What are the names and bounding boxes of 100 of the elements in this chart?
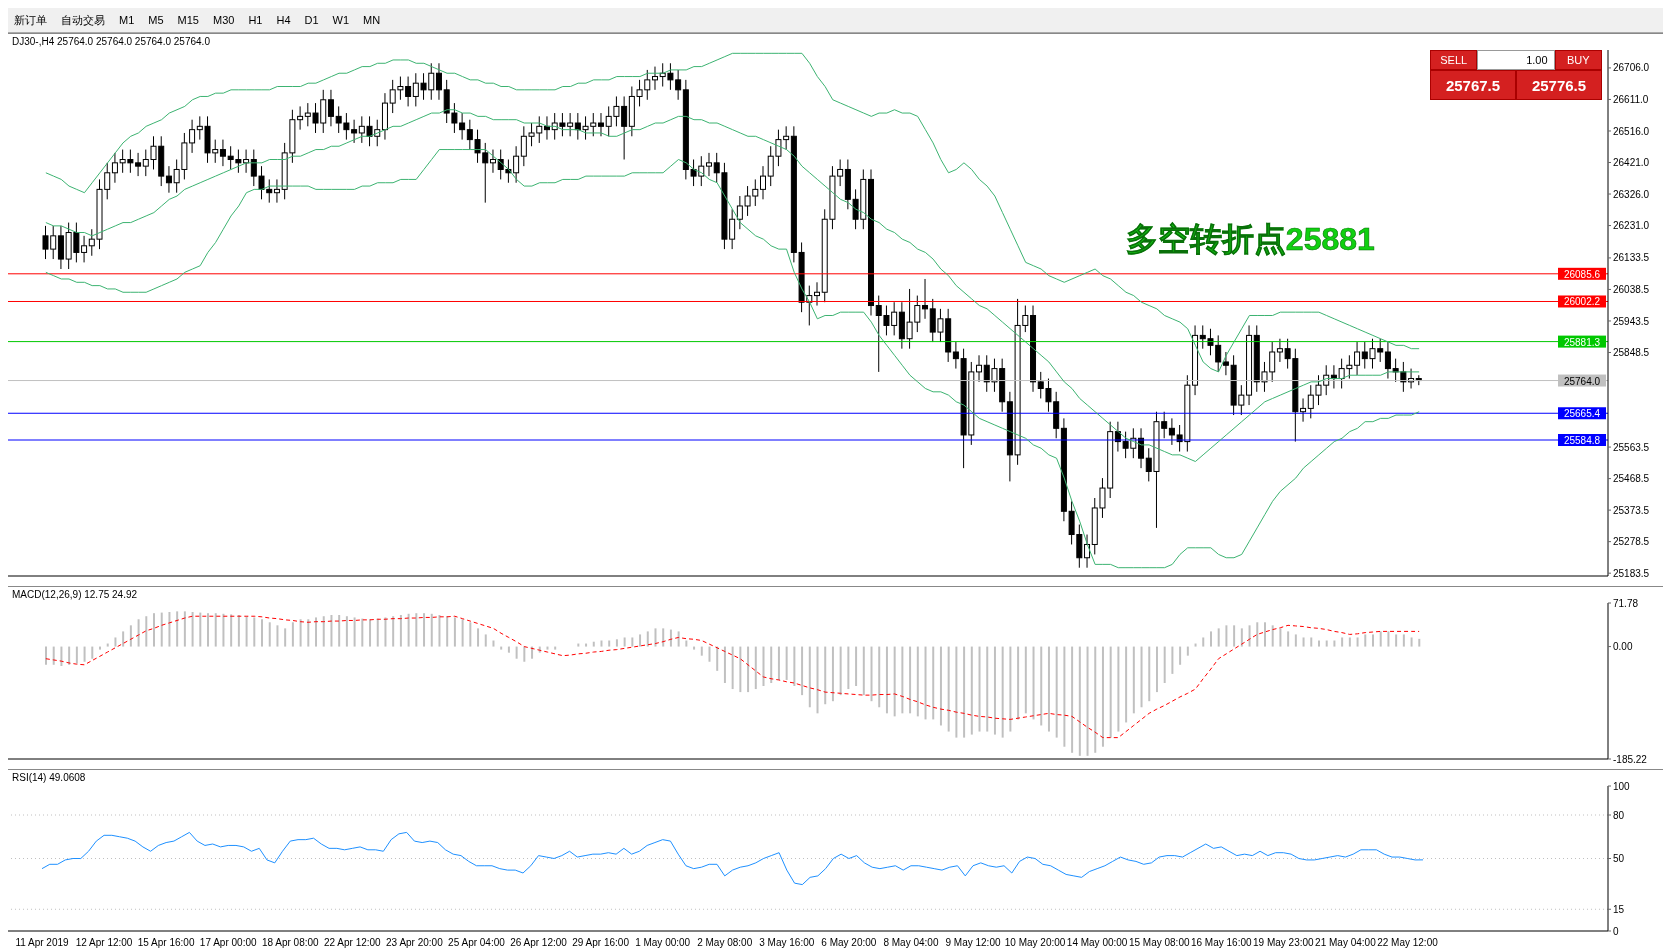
bar xyxy=(261,619,264,647)
bar xyxy=(1402,634,1405,647)
x-tick-label: 14 May 00:00 xyxy=(1066,937,1128,949)
bar xyxy=(114,637,117,647)
text: M1 xyxy=(119,14,135,26)
bar xyxy=(1225,625,1228,647)
y-tick-label: 26706.0 xyxy=(1613,62,1650,74)
bar xyxy=(45,646,47,665)
x-tick-label: 22 May 12:00 xyxy=(1377,937,1439,949)
bar xyxy=(646,631,649,647)
bar xyxy=(1186,646,1189,656)
y-tick-label: 0 xyxy=(1613,925,1619,937)
bar xyxy=(909,646,912,714)
candlestick xyxy=(273,178,280,204)
bar xyxy=(1418,638,1421,647)
ref-line-label: 25881.3 xyxy=(1563,336,1601,348)
bar xyxy=(1063,646,1066,747)
chart-title: DJ30-,H4 25764.0 25764.0 25764.0 25764.0 xyxy=(12,36,210,47)
bar xyxy=(986,646,989,732)
bar xyxy=(1024,646,1027,714)
bar xyxy=(662,628,665,647)
text: SELL xyxy=(1430,50,1478,70)
bar xyxy=(83,646,86,662)
bar xyxy=(739,646,742,693)
bar xyxy=(60,646,63,666)
bar xyxy=(731,646,734,690)
x-tick-label: 12 Apr 12:00 xyxy=(75,937,133,949)
bar xyxy=(291,622,294,647)
bar xyxy=(793,646,796,687)
bar xyxy=(461,619,464,647)
bar xyxy=(978,646,981,732)
bar xyxy=(245,616,248,647)
bar xyxy=(685,640,688,647)
bar xyxy=(885,646,888,714)
y-tick-label: 50 xyxy=(1613,853,1625,865)
bar xyxy=(1271,625,1274,647)
bar xyxy=(878,646,881,708)
line-series xyxy=(45,109,1420,463)
y-tick-label: 26421.0 xyxy=(1613,157,1650,169)
bar xyxy=(214,613,217,647)
bar xyxy=(932,646,935,720)
x-tick-label: 22 Apr 12:00 xyxy=(323,937,382,949)
y-tick-label: 80 xyxy=(1613,809,1625,821)
x-tick-label: 29 Apr 16:00 xyxy=(572,937,630,949)
y-tick-label: 26038.5 xyxy=(1613,283,1650,295)
bar xyxy=(1248,625,1251,647)
bar xyxy=(106,643,109,647)
bar xyxy=(1071,646,1074,753)
bar xyxy=(1325,640,1328,647)
bar xyxy=(507,646,510,653)
y-tick-label: 0.00 xyxy=(1613,641,1633,653)
bar xyxy=(1348,637,1351,647)
bar xyxy=(1163,646,1166,683)
bar xyxy=(1094,646,1097,753)
bar xyxy=(322,616,325,647)
chart-title: RSI(14) 49.0608 xyxy=(12,772,86,783)
bar xyxy=(1233,625,1236,647)
bar xyxy=(970,646,973,735)
text: BUY xyxy=(1554,50,1603,70)
x-tick-label: 8 May 04:00 xyxy=(883,937,939,949)
y-tick-label: 100 xyxy=(1613,780,1631,792)
bar xyxy=(477,628,480,647)
bar xyxy=(1341,637,1344,647)
candlestick xyxy=(165,165,172,194)
y-tick-label: 25943.5 xyxy=(1613,315,1650,327)
text: 1.00 xyxy=(1477,50,1555,70)
bar xyxy=(1279,628,1282,647)
text: M15 xyxy=(177,14,199,26)
candlestick xyxy=(976,354,983,383)
bar xyxy=(145,616,148,647)
y-tick-label: 26326.0 xyxy=(1613,188,1650,200)
candlestick xyxy=(1300,397,1307,423)
candlestick xyxy=(489,149,496,174)
bar xyxy=(770,646,773,683)
x-tick-label: 15 May 08:00 xyxy=(1128,937,1190,949)
bar xyxy=(901,646,904,714)
bar xyxy=(315,617,318,647)
bar xyxy=(669,629,672,647)
y-tick-label: 26516.0 xyxy=(1613,125,1650,137)
x-tick-label: 15 Apr 16:00 xyxy=(137,937,195,949)
text: 25776.5 xyxy=(1516,70,1602,100)
bar xyxy=(523,646,526,662)
candlestick xyxy=(814,281,821,307)
bar xyxy=(1217,628,1220,647)
bar xyxy=(1356,637,1359,647)
x-tick-label: 17 Apr 00:00 xyxy=(199,937,257,949)
ref-line-label: 25665.4 xyxy=(1563,408,1601,420)
bar xyxy=(492,640,495,647)
bar xyxy=(168,611,171,647)
candlestick xyxy=(922,278,929,320)
bar xyxy=(191,611,194,647)
y-tick-label: -185.22 xyxy=(1613,753,1648,765)
bar xyxy=(939,646,942,726)
bar xyxy=(75,646,78,664)
bar xyxy=(384,617,387,647)
candlestick xyxy=(327,89,334,127)
bar xyxy=(777,646,780,680)
bar xyxy=(1047,646,1050,732)
bar xyxy=(207,613,210,647)
bar xyxy=(623,637,626,647)
